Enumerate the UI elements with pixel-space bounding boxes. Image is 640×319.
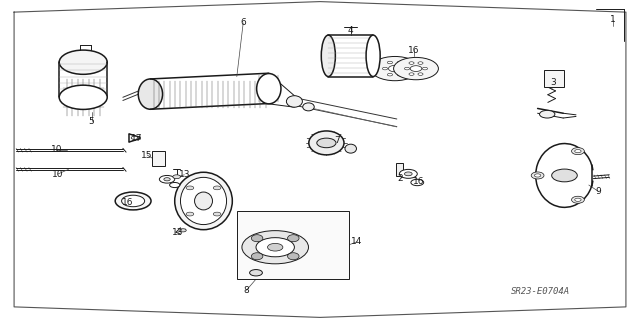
Ellipse shape (321, 35, 335, 77)
Circle shape (418, 62, 423, 64)
Circle shape (422, 67, 428, 70)
Circle shape (575, 198, 581, 201)
Ellipse shape (345, 144, 356, 153)
Circle shape (397, 61, 403, 64)
Text: 6: 6 (241, 19, 246, 27)
Circle shape (387, 73, 392, 76)
Text: 13: 13 (172, 228, 184, 237)
Text: 7: 7 (335, 136, 340, 145)
Circle shape (372, 63, 377, 65)
Circle shape (399, 169, 417, 178)
Text: 2: 2 (398, 174, 403, 182)
Circle shape (575, 150, 581, 153)
Circle shape (180, 229, 186, 232)
Circle shape (540, 110, 555, 118)
Circle shape (411, 179, 424, 186)
Text: 16: 16 (122, 198, 133, 207)
Circle shape (404, 172, 412, 176)
Circle shape (388, 65, 401, 72)
Circle shape (409, 62, 414, 64)
Circle shape (164, 178, 170, 181)
Text: 5: 5 (89, 117, 94, 126)
Text: 17: 17 (131, 134, 142, 143)
Circle shape (242, 231, 308, 264)
Circle shape (268, 243, 283, 251)
Circle shape (368, 55, 373, 57)
Circle shape (115, 192, 151, 210)
Circle shape (170, 182, 180, 188)
Circle shape (122, 195, 145, 207)
Ellipse shape (287, 253, 299, 260)
Text: 16: 16 (408, 46, 420, 55)
Circle shape (186, 186, 194, 190)
Circle shape (387, 61, 392, 64)
Ellipse shape (366, 35, 380, 77)
Circle shape (552, 169, 577, 182)
Bar (396, 163, 403, 176)
Ellipse shape (257, 74, 281, 104)
Ellipse shape (572, 196, 584, 203)
Ellipse shape (175, 172, 232, 230)
Text: 3: 3 (551, 78, 556, 87)
Circle shape (373, 55, 378, 57)
Text: 9: 9 (596, 187, 601, 196)
Ellipse shape (60, 85, 108, 109)
Text: 13: 13 (179, 170, 190, 179)
Circle shape (131, 136, 138, 139)
Ellipse shape (303, 103, 314, 111)
Ellipse shape (60, 50, 108, 74)
Circle shape (371, 56, 419, 81)
Circle shape (418, 73, 423, 75)
Circle shape (394, 57, 438, 80)
Circle shape (404, 67, 410, 70)
Circle shape (534, 174, 541, 177)
Text: SR23-E0704A: SR23-E0704A (511, 287, 570, 296)
Ellipse shape (180, 177, 227, 225)
Text: 10: 10 (52, 170, 63, 179)
Circle shape (173, 175, 180, 179)
Circle shape (383, 67, 388, 70)
Text: 10: 10 (51, 145, 62, 154)
Ellipse shape (252, 253, 263, 260)
Text: 15: 15 (141, 151, 153, 160)
Circle shape (250, 270, 262, 276)
Ellipse shape (287, 235, 299, 242)
Ellipse shape (531, 172, 544, 179)
Bar (237, 211, 349, 279)
Circle shape (409, 73, 414, 75)
Circle shape (186, 212, 194, 216)
Circle shape (368, 53, 378, 58)
Circle shape (369, 46, 374, 49)
Ellipse shape (195, 192, 212, 210)
Text: 16: 16 (413, 177, 425, 186)
Ellipse shape (287, 96, 303, 107)
Ellipse shape (252, 235, 263, 242)
Circle shape (256, 238, 294, 257)
Circle shape (317, 138, 336, 148)
Text: 1: 1 (611, 15, 616, 24)
Text: 14: 14 (351, 237, 363, 246)
Circle shape (369, 63, 374, 65)
Text: 4: 4 (348, 26, 353, 35)
Text: 8: 8 (244, 286, 249, 295)
Circle shape (213, 212, 221, 216)
Bar (544, 70, 564, 87)
Bar (152, 151, 165, 166)
Ellipse shape (572, 148, 584, 155)
Circle shape (372, 46, 377, 49)
Circle shape (159, 175, 175, 183)
Circle shape (213, 186, 221, 190)
Circle shape (410, 66, 422, 71)
Ellipse shape (138, 79, 163, 109)
Circle shape (397, 73, 403, 76)
Circle shape (402, 67, 407, 70)
Ellipse shape (308, 131, 344, 155)
